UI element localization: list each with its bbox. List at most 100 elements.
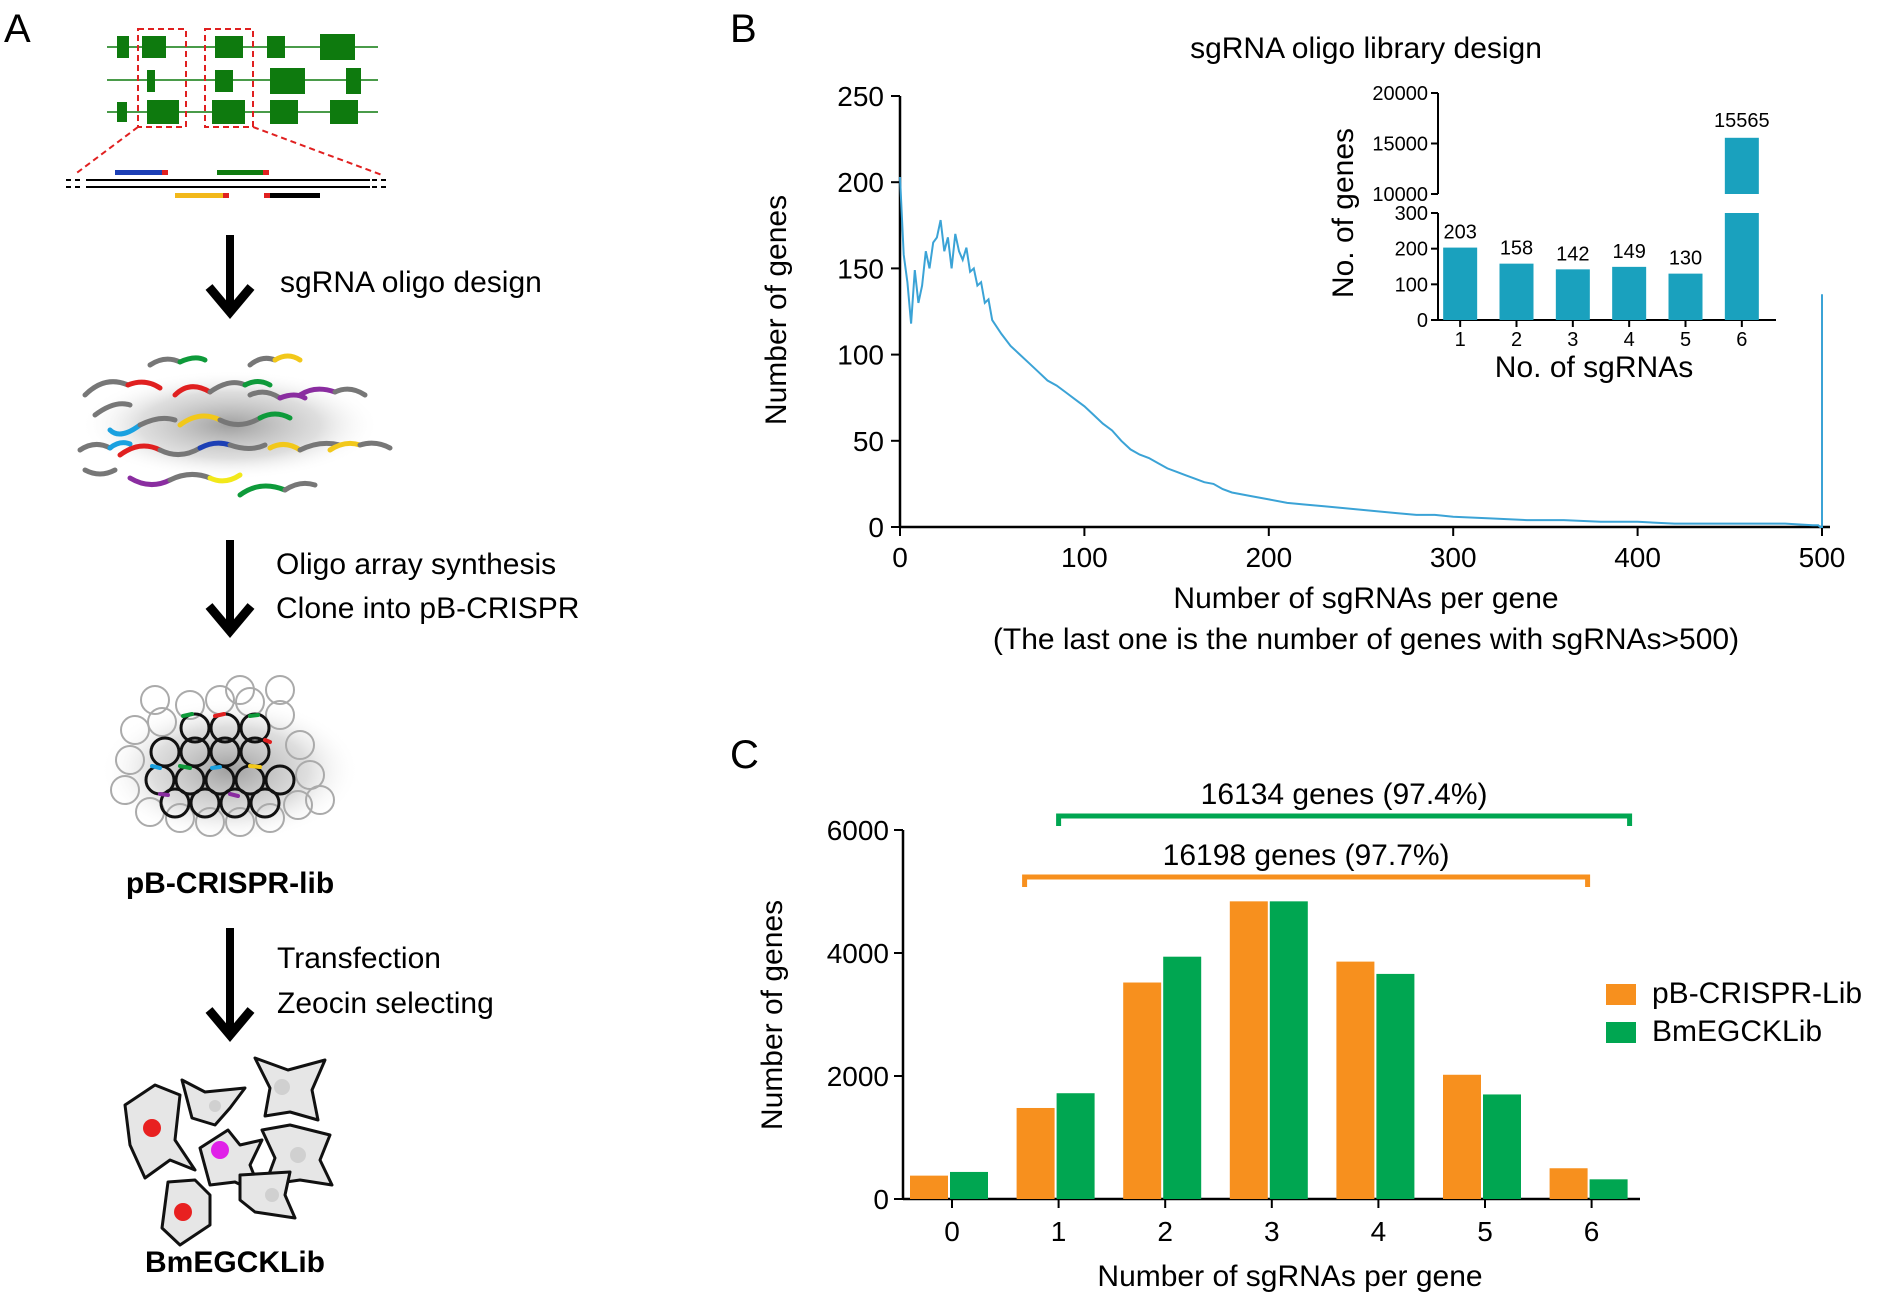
chart-c-ylabel: Number of genes xyxy=(756,900,789,1130)
chart-b-xlabel: Number of sgRNAs per gene xyxy=(1173,582,1558,615)
inset-ylabel: No. of genes xyxy=(1327,128,1360,298)
y-tick-label: 4000 xyxy=(827,938,889,969)
inset-bar xyxy=(1499,263,1534,320)
bar-pb-crispr-lib-0 xyxy=(910,1175,948,1199)
inset-y-tick-label: 100 xyxy=(1395,274,1428,296)
x-tick-label: 500 xyxy=(1799,542,1846,573)
x-tick-label: 0 xyxy=(892,542,908,573)
step-2-label-2: Clone into pB-CRISPR xyxy=(276,592,579,625)
cells-illustration xyxy=(123,1056,334,1247)
bar-bmegcklib-0 xyxy=(950,1171,988,1199)
x-tick-label: 3 xyxy=(1264,1216,1280,1247)
chart-b-ylabel: Number of genes xyxy=(760,195,793,425)
bar-bmegcklib-4 xyxy=(1376,973,1415,1199)
panel-b-letter: B xyxy=(730,7,757,51)
y-tick-label: 0 xyxy=(873,1184,889,1215)
bar-bmegcklib-2 xyxy=(1163,956,1202,1199)
inset-x-tick-label: 1 xyxy=(1455,329,1466,351)
y-tick-label: 6000 xyxy=(827,815,889,846)
bar-pb-crispr-lib-4 xyxy=(1336,961,1375,1199)
cells-label: BmEGCKLib xyxy=(145,1246,325,1279)
inset-data-label: 142 xyxy=(1556,243,1589,265)
bar-pb-crispr-lib-5 xyxy=(1443,1074,1481,1199)
panel-c-letter: C xyxy=(730,733,759,777)
step-1-label: sgRNA oligo design xyxy=(280,266,542,299)
library-label: pB-CRISPR-lib xyxy=(126,867,334,900)
bar-bmegcklib-1 xyxy=(1056,1093,1095,1199)
inset-y-tick-label: 15000 xyxy=(1372,134,1428,156)
x-tick-label: 200 xyxy=(1245,542,1292,573)
arrow-down-icon xyxy=(205,235,255,319)
oligo-pool-illustration xyxy=(77,353,393,498)
chart-b-xlabel-note: (The last one is the number of genes wit… xyxy=(993,623,1739,656)
x-tick-label: 1 xyxy=(1051,1216,1067,1247)
x-tick-label: 300 xyxy=(1430,542,1477,573)
panel-a: A xyxy=(4,7,579,1279)
arrow-down-icon xyxy=(205,928,255,1042)
bracket-pb-crispr-lib xyxy=(1022,874,1591,887)
legend-label-bmegcklib: BmEGCKLib xyxy=(1652,1015,1822,1048)
grouped-bar-chart: 0 2000 4000 6000 0 1 2 3 4 5 6 16134 genes (97.4%) 1… xyxy=(827,778,1640,1247)
x-tick-label: 4 xyxy=(1371,1216,1387,1247)
inset-data-label: 149 xyxy=(1612,241,1645,263)
panel-a-letter: A xyxy=(4,7,31,51)
inset-x-tick-label: 5 xyxy=(1680,329,1691,351)
inset-y-tick-label: 10000 xyxy=(1372,184,1428,206)
step-3-label-2: Zeocin selecting xyxy=(277,987,494,1020)
bar-bmegcklib-5 xyxy=(1483,1094,1521,1199)
legend-swatch-bmegcklib xyxy=(1606,1022,1636,1043)
y-tick-label: 150 xyxy=(837,253,884,284)
x-tick-label: 100 xyxy=(1061,542,1108,573)
inset-data-label: 15565 xyxy=(1714,110,1770,132)
step-3-label-1: Transfection xyxy=(277,942,441,975)
bar-pb-crispr-lib-2 xyxy=(1123,982,1162,1199)
inset-y-tick-label: 0 xyxy=(1417,310,1428,332)
bar-bmegcklib-3 xyxy=(1269,901,1308,1199)
bar-pb-crispr-lib-6 xyxy=(1549,1168,1588,1199)
panel-b: B sgRNA oligo library design 0 100 200 300 4… xyxy=(730,7,1845,656)
y-tick-label: 0 xyxy=(868,512,884,543)
inset-bar xyxy=(1612,266,1647,320)
inset-data-label: 130 xyxy=(1669,248,1702,270)
y-tick-label: 2000 xyxy=(827,1061,889,1092)
gene-structure xyxy=(64,28,392,198)
inset-x-tick-label: 2 xyxy=(1511,329,1522,351)
x-tick-label: 2 xyxy=(1157,1216,1173,1247)
inset-bar xyxy=(1443,247,1478,320)
bar-pb-crispr-lib-3 xyxy=(1229,901,1268,1199)
legend: pB-CRISPR-Lib BmEGCKLib xyxy=(1606,977,1862,1048)
inset-data-label: 203 xyxy=(1443,222,1476,244)
inset-y-tick-label: 300 xyxy=(1395,203,1428,225)
legend-label-pb-crispr-lib: pB-CRISPR-Lib xyxy=(1652,977,1862,1010)
inset-bar-lower xyxy=(1724,213,1759,320)
x-tick-label: 5 xyxy=(1477,1216,1493,1247)
bracket-label: 16134 genes (97.4%) xyxy=(1201,778,1488,811)
inset-data-label: 158 xyxy=(1500,238,1533,260)
inset-bar xyxy=(1668,273,1703,320)
data-line-genes xyxy=(899,176,1823,528)
bracket-bmegcklib xyxy=(1056,813,1633,826)
inset-bar-upper xyxy=(1724,137,1759,194)
y-tick-label: 250 xyxy=(837,81,884,112)
x-tick-label: 0 xyxy=(944,1216,960,1247)
bar-pb-crispr-lib-1 xyxy=(1016,1107,1055,1199)
y-tick-label: 200 xyxy=(837,167,884,198)
legend-swatch-pb-crispr-lib xyxy=(1606,984,1636,1005)
bracket-label: 16198 genes (97.7%) xyxy=(1163,839,1450,872)
inset-x-tick-label: 6 xyxy=(1736,329,1747,351)
panel-c: C 0 2000 4000 6000 0 1 2 3 4 5 6 16134 genes (97.4%… xyxy=(730,733,1862,1293)
step-2-label-1: Oligo array synthesis xyxy=(276,548,556,581)
inset-x-tick-label: 3 xyxy=(1567,329,1578,351)
arrow-down-icon xyxy=(205,540,255,638)
bar-bmegcklib-6 xyxy=(1589,1179,1628,1199)
y-tick-label: 50 xyxy=(853,426,884,457)
y-tick-label: 100 xyxy=(837,340,884,371)
chart-b-title: sgRNA oligo library design xyxy=(1190,32,1542,65)
inset-y-tick-label: 20000 xyxy=(1372,83,1428,105)
inset-x-tick-label: 4 xyxy=(1624,329,1635,351)
inset-xlabel: No. of sgRNAs xyxy=(1495,351,1693,384)
inset-bar xyxy=(1555,269,1590,320)
